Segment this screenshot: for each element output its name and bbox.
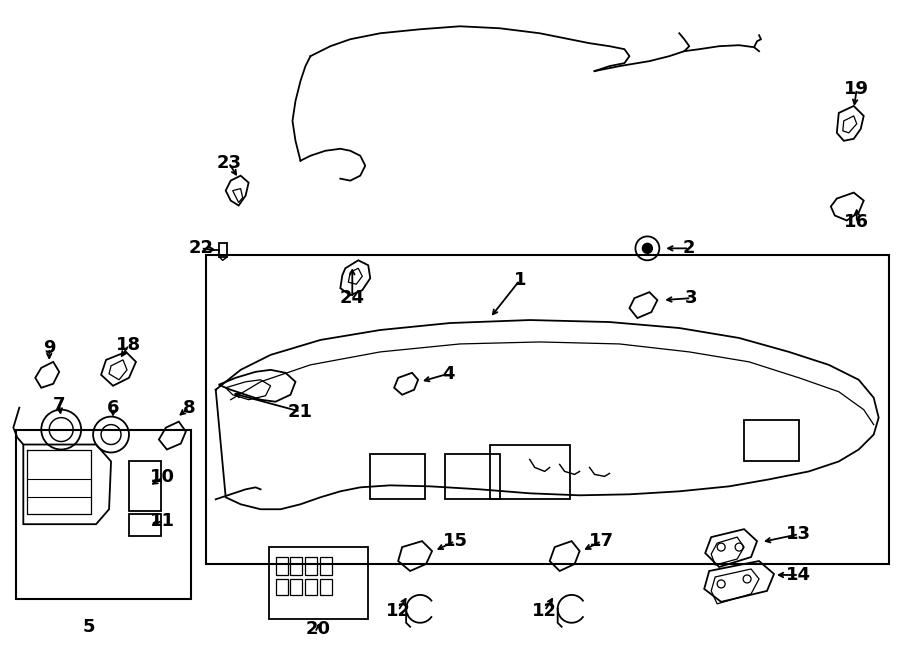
Text: 2: 2 [683,240,696,258]
Text: 17: 17 [589,532,614,550]
Text: 18: 18 [116,336,141,354]
Text: 5: 5 [83,618,95,636]
Bar [219,244,227,258]
Text: 11: 11 [150,512,176,530]
Text: 7: 7 [53,396,66,414]
Text: 4: 4 [442,365,454,383]
Text: 23: 23 [216,154,241,171]
Bar [744,420,799,461]
Text: 9: 9 [43,339,56,357]
Text: 22: 22 [188,240,213,258]
Bar [129,461,161,511]
Bar [445,455,500,499]
Text: 13: 13 [787,525,812,543]
Text: 12: 12 [386,602,410,620]
Bar [275,579,287,595]
Bar [16,430,191,599]
Text: 1: 1 [514,271,526,289]
Bar [129,514,161,536]
Text: 14: 14 [787,566,812,584]
Circle shape [643,244,652,254]
Bar [490,444,570,499]
Text: 21: 21 [288,402,313,420]
Text: 16: 16 [844,213,869,232]
Text: 24: 24 [340,289,364,307]
Bar [268,547,368,619]
Bar [291,579,302,595]
Text: 15: 15 [443,532,467,550]
Bar [305,557,318,575]
Bar [206,256,888,564]
Text: 8: 8 [183,399,195,416]
Bar [320,579,332,595]
Text: 19: 19 [844,80,869,98]
Text: 12: 12 [532,602,557,620]
Bar [320,557,332,575]
Bar [370,455,425,499]
Text: 6: 6 [107,399,120,416]
Text: 10: 10 [150,469,176,487]
Text: 20: 20 [306,620,331,638]
Bar [291,557,302,575]
Bar [305,579,318,595]
Bar [275,557,287,575]
Text: 3: 3 [685,289,698,307]
